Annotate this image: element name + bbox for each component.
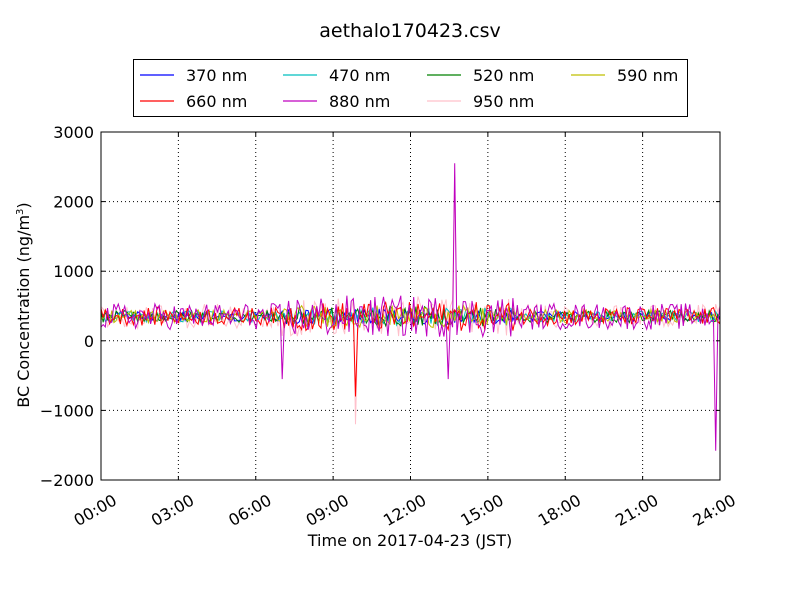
y-tick-label: 0 <box>84 332 94 351</box>
y-tick-label: 1000 <box>53 262 94 281</box>
legend: 370 nm 470 nm 520 nm 590 nm 660 nm 880 nm 950 … <box>133 59 688 117</box>
series-line-880-nm <box>101 163 720 451</box>
legend-item: 950 nm <box>427 92 534 111</box>
legend-item: 520 nm <box>427 66 534 85</box>
legend-label: 470 nm <box>329 66 390 85</box>
legend-label: 660 nm <box>186 92 247 111</box>
y-axis-label: BC Concentration (ng/m3) <box>14 202 33 407</box>
y-tick-label: −1000 <box>40 401 94 420</box>
series-lines <box>101 163 720 451</box>
y-tick-labels: 3000 2000 1000 0 −1000 −2000 <box>40 123 94 490</box>
legend-label: 520 nm <box>473 66 534 85</box>
legend-item: 880 nm <box>283 92 390 111</box>
legend-label: 590 nm <box>617 66 678 85</box>
legend-label: 950 nm <box>473 92 534 111</box>
legend-label: 880 nm <box>329 92 390 111</box>
axis-ticks <box>100 131 721 481</box>
legend-item: 470 nm <box>283 66 390 85</box>
legend-box <box>133 59 688 117</box>
y-tick-label: 2000 <box>53 193 94 212</box>
x-axis-label: Time on 2017-04-23 (JST) <box>307 531 512 550</box>
legend-item: 370 nm <box>140 66 247 85</box>
y-axis-label-close: ) <box>14 202 33 208</box>
legend-item: 660 nm <box>140 92 247 111</box>
chart-title: aethalo170423.csv <box>319 20 501 42</box>
y-axis-label-superscript: 3 <box>15 209 26 215</box>
y-tick-label: −2000 <box>40 471 94 490</box>
y-axis-label-main: BC Concentration (ng/m <box>14 215 33 408</box>
legend-item: 590 nm <box>571 66 678 85</box>
legend-label: 370 nm <box>186 66 247 85</box>
y-tick-label: 3000 <box>53 123 94 142</box>
series-line-660-nm <box>101 300 720 397</box>
